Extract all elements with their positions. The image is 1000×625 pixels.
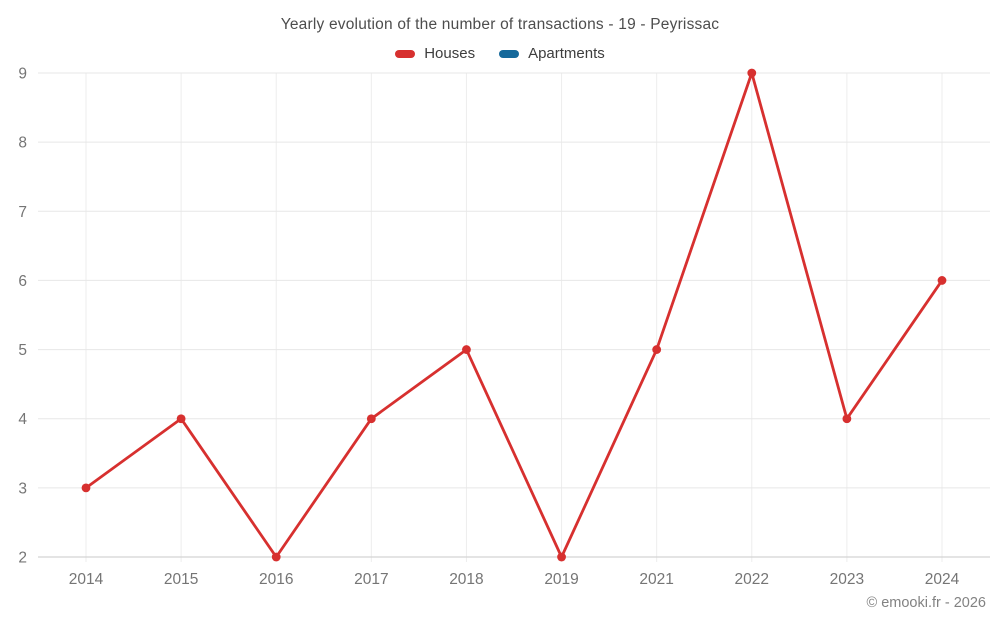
chart-legend: Houses Apartments: [0, 45, 1000, 62]
x-tick-label-2024: 2024: [925, 571, 960, 588]
y-tick-label-4: 4: [18, 411, 27, 428]
x-tick-label-2017: 2017: [354, 571, 388, 588]
y-tick-label-2: 2: [18, 550, 27, 567]
houses-point-2024[interactable]: [937, 276, 947, 285]
y-tick-label-6: 6: [18, 273, 27, 290]
vertical-gridlines: [85, 73, 943, 562]
houses-point-2019[interactable]: [557, 552, 566, 562]
legend-swatch-apartments: [499, 49, 520, 58]
houses-point-2014[interactable]: [81, 483, 91, 493]
houses-point-2015[interactable]: [176, 414, 186, 424]
x-tick-label-2019: 2019: [544, 571, 578, 588]
y-tick-label-7: 7: [18, 204, 27, 221]
x-tick-label-2021: 2021: [639, 571, 673, 588]
y-tick-label-8: 8: [18, 135, 27, 152]
y-tick-label-3: 3: [18, 480, 27, 497]
y-axis-labels: 2 3 4 5 6 7 8 9: [18, 66, 27, 567]
houses-point-2016[interactable]: [271, 552, 281, 562]
houses-point-2022[interactable]: [747, 68, 757, 78]
legend-item-apartments[interactable]: Apartments: [499, 45, 605, 62]
y-tick-label-5: 5: [18, 342, 27, 359]
x-axis-labels: 2014 2015 2016 2017 2018 2019 2021 2022 2023 2024: [69, 571, 960, 588]
x-tick-label-2023: 2023: [830, 571, 864, 588]
y-tick-label-9: 9: [18, 66, 27, 83]
chart-title: Yearly evolution of the number of transa…: [280, 16, 720, 33]
legend-label-apartments: Apartments: [528, 45, 605, 62]
legend-item-houses[interactable]: Houses: [395, 45, 475, 62]
horizontal-gridlines: [38, 72, 990, 489]
houses-point-2021[interactable]: [652, 345, 662, 354]
legend-swatch-houses: [395, 49, 416, 58]
houses-point-2018[interactable]: [462, 345, 471, 354]
houses-point-2023[interactable]: [842, 414, 852, 424]
houses-point-2017[interactable]: [366, 414, 376, 424]
legend-label-houses: Houses: [424, 45, 476, 62]
x-tick-label-2015: 2015: [164, 571, 198, 588]
x-tick-label-2018: 2018: [449, 571, 483, 588]
series-houses[interactable]: [81, 68, 947, 562]
x-tick-label-2016: 2016: [259, 571, 293, 588]
copyright-text: © emooki.fr - 2026: [866, 595, 986, 611]
x-tick-label-2014: 2014: [69, 571, 104, 588]
houses-line: [84, 71, 944, 559]
x-tick-label-2022: 2022: [735, 571, 769, 588]
